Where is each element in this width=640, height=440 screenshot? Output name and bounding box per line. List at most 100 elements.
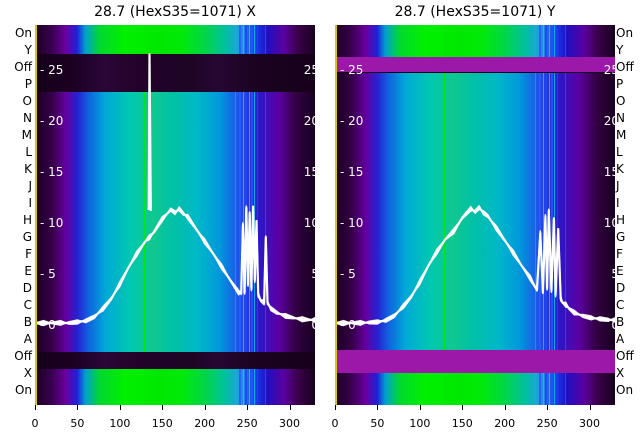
heatmap-streak (564, 25, 567, 58)
heatmap-streak (144, 91, 146, 153)
category-label-on: On (14, 383, 32, 397)
heatmap-streak (557, 311, 559, 350)
category-label-i: I (28, 196, 32, 210)
heatmap-streak (253, 311, 255, 352)
profile-trace (335, 205, 615, 327)
profile-spike (147, 52, 152, 212)
x-tick-mark (504, 405, 506, 410)
y-tick-label: - 15 (340, 165, 364, 179)
category-label-k: K (24, 162, 32, 176)
profile-trace (35, 205, 315, 326)
heatmap-streak (235, 311, 237, 352)
category-label-n: N (616, 111, 625, 125)
y-tick-label: - 10 (340, 216, 364, 230)
heatmap-streak (239, 311, 241, 352)
x-tick-label: 200 (494, 417, 516, 430)
heatmap-streak (548, 72, 550, 145)
heatmap-band (35, 91, 315, 153)
heatmap-band (335, 57, 615, 73)
heatmap-streak (553, 311, 555, 350)
panel-y-xaxis: 0 50 100 150 200 250 300 (331, 405, 615, 437)
category-label-j: J (616, 179, 620, 193)
profile-trace (35, 205, 315, 325)
category-label-y: Y (616, 43, 624, 57)
x-tick-label: 250 (236, 417, 258, 430)
heatmap-streak (257, 91, 259, 153)
y-tick-label: 15 (603, 165, 615, 179)
heatmap-streak (235, 91, 237, 153)
heatmap-streak (248, 368, 250, 405)
heatmap-streak (239, 368, 241, 405)
heatmap-streak (242, 368, 244, 405)
heatmap-streak (539, 144, 541, 312)
x-tick-label: 300 (579, 417, 601, 430)
heatmap-streak (564, 311, 567, 350)
category-label-x: X (616, 366, 625, 380)
panel-y-left-border (335, 25, 337, 405)
panel-y[interactable]: - 25 - 20 - 15 - 10 - 5 - 0 25 20 15 10 5 0 (335, 25, 615, 405)
panel-x[interactable]: - 25 - 20 - 15 - 10 - 5 - 0 25 20 15 10 5 0 (35, 25, 315, 405)
y-tick-label: - 25 (340, 63, 364, 77)
panel-y-plot[interactable]: - 25 - 20 - 15 - 10 - 5 - 0 25 20 15 10 5 0 (335, 25, 615, 405)
category-label-p: P (24, 77, 32, 91)
category-label-e: E (616, 264, 624, 278)
x-tick-mark (462, 405, 464, 410)
y-tick-label: - 0 (40, 318, 56, 332)
category-label-g: G (22, 230, 32, 244)
category-label-m: M (21, 128, 32, 142)
y-tick-label: 20 (303, 114, 315, 128)
heatmap-streak (551, 144, 553, 312)
x-tick-mark (204, 405, 206, 410)
heatmap-streak (239, 152, 241, 312)
heatmap-streak (551, 372, 553, 405)
heatmap-band (35, 311, 315, 352)
heatmap-streak (535, 25, 537, 58)
profile-trace (335, 206, 615, 325)
y-tick-label: - 20 (40, 114, 64, 128)
heatmap-streak (551, 72, 553, 145)
heatmap-streak (539, 72, 541, 145)
heatmap-streak (235, 25, 237, 54)
x-tick-mark (247, 405, 249, 410)
y-tick-label: - 20 (340, 114, 364, 128)
heatmap-streak (545, 25, 548, 58)
y-tick-label: 5 (611, 268, 615, 280)
category-axis-right: On Y Off P O N M L K J I H G F E D C B A Off X On (616, 25, 640, 405)
heatmap-streak (548, 311, 550, 350)
y-tick-label: 10 (303, 216, 315, 230)
x-tick-mark (419, 405, 421, 410)
x-tick-mark (35, 405, 36, 410)
category-label-p: P (616, 77, 624, 91)
category-label-l: L (25, 145, 32, 159)
heatmap-streak (144, 368, 146, 405)
heatmap-band (35, 351, 315, 369)
heatmap-band (335, 72, 615, 145)
heatmap-streak (535, 144, 537, 312)
heatmap-streak (242, 311, 244, 352)
panel-x-plot[interactable]: - 25 - 20 - 15 - 10 - 5 - 0 25 20 15 10 5 0 (35, 25, 315, 405)
x-tick-label: 0 (331, 417, 339, 430)
heatmap-streak (251, 25, 253, 54)
heatmap-streak (535, 372, 537, 405)
category-label-l: L (616, 145, 623, 159)
heatmap-streak (248, 91, 250, 153)
heatmap-streak (253, 25, 255, 54)
category-label-on: On (616, 383, 634, 397)
heatmap-streak (245, 25, 248, 54)
x-tick-mark (377, 405, 379, 410)
category-label-k: K (616, 162, 624, 176)
heatmap-streak (542, 144, 544, 312)
category-label-n: N (23, 111, 32, 125)
category-label-on: On (616, 26, 634, 40)
profile-trace (335, 205, 615, 326)
profile-trace (35, 205, 315, 326)
heatmap-streak (245, 311, 248, 352)
heatmap-streak (542, 311, 544, 350)
panel-x-left-border (35, 25, 37, 405)
heatmap-band (335, 144, 615, 312)
heatmap-streak (557, 25, 559, 58)
x-tick-label: 100 (409, 417, 431, 430)
heatmap-streak (545, 372, 548, 405)
heatmap-streak (542, 25, 544, 58)
